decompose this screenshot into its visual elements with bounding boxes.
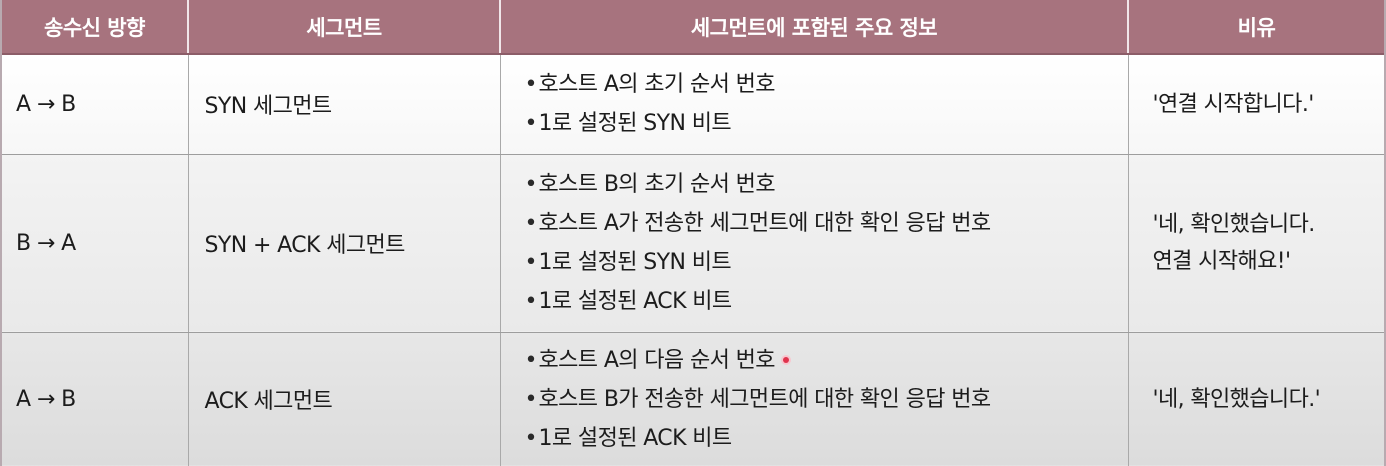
reason-cell: '연결 시작합니다.'	[1127, 54, 1384, 155]
info-text: 1로 설정된 ACK 비트	[538, 289, 733, 314]
info-item: •호스트 A의 초기 순서 번호	[525, 65, 1128, 104]
info-text: 호스트 A의 초기 순서 번호	[538, 72, 776, 98]
reason-line: '연결 시작합니다.'	[1152, 91, 1315, 117]
pointer-dot-icon	[780, 354, 791, 365]
segment-cell: SYN 세그먼트	[187, 54, 500, 155]
info-item: •호스트 A의 다음 순서 번호	[525, 341, 1128, 380]
table-row: A → B ACK 세그먼트 •호스트 A의 다음 순서 번호 •호스트 B가 …	[2, 332, 1384, 466]
bullet-icon: •	[524, 211, 538, 236]
table-row: A → B SYN 세그먼트 •호스트 A의 초기 순서 번호 •1로 설정된 …	[2, 54, 1384, 155]
table-row: B → A SYN + ACK 세그먼트 •호스트 B의 초기 순서 번호 •호…	[2, 154, 1384, 333]
info-list: •호스트 A의 초기 순서 번호 •1로 설정된 SYN 비트	[525, 65, 1128, 143]
table-body: A → B SYN 세그먼트 •호스트 A의 초기 순서 번호 •1로 설정된 …	[2, 54, 1384, 466]
reason-cell: '네, 확인했습니다. 연결 시작해요!'	[1127, 154, 1384, 333]
info-text: 호스트 A의 다음 순서 번호	[538, 347, 776, 373]
info-item: •1로 설정된 ACK 비트	[525, 419, 1128, 458]
info-text: 1로 설정된 SYN 비트	[538, 111, 732, 137]
header-direction: 송수신 방향	[2, 0, 188, 55]
header-segment: 세그먼트	[187, 0, 500, 55]
info-text: 호스트 A가 전송한 세그먼트에 대한 확인 응답 번호	[538, 211, 992, 236]
info-item: •1로 설정된 SYN 비트	[525, 243, 1128, 282]
reason-line: '네, 확인했습니다.	[1152, 212, 1316, 237]
bullet-icon: •	[524, 172, 538, 197]
info-item: •호스트 B의 초기 순서 번호	[525, 165, 1128, 204]
info-text: 1로 설정된 ACK 비트	[538, 425, 733, 451]
header-info: 세그먼트에 포함된 주요 정보	[499, 0, 1128, 55]
reason-line: '네, 확인했습니다.'	[1152, 386, 1321, 412]
info-item: •1로 설정된 ACK 비트	[525, 282, 1128, 321]
header-reason: 비유	[1127, 0, 1384, 55]
info-cell: •호스트 A의 초기 순서 번호 •1로 설정된 SYN 비트	[499, 54, 1128, 155]
bullet-icon: •	[524, 72, 538, 98]
info-item: •호스트 B가 전송한 세그먼트에 대한 확인 응답 번호	[525, 380, 1128, 419]
direction-cell: B → A	[2, 154, 188, 333]
info-list: •호스트 B의 초기 순서 번호 •호스트 A가 전송한 세그먼트에 대한 확인…	[525, 165, 1128, 321]
info-item: •호스트 A가 전송한 세그먼트에 대한 확인 응답 번호	[525, 204, 1128, 243]
reason-cell: '네, 확인했습니다.'	[1127, 332, 1384, 466]
info-cell: •호스트 A의 다음 순서 번호 •호스트 B가 전송한 세그먼트에 대한 확인…	[499, 332, 1128, 466]
info-list: •호스트 A의 다음 순서 번호 •호스트 B가 전송한 세그먼트에 대한 확인…	[525, 341, 1128, 458]
bullet-icon: •	[524, 289, 538, 314]
segment-cell: ACK 세그먼트	[187, 332, 500, 466]
table-header: 송수신 방향 세그먼트 세그먼트에 포함된 주요 정보 비유	[2, 0, 1384, 55]
info-text: 호스트 B가 전송한 세그먼트에 대한 확인 응답 번호	[538, 386, 992, 412]
direction-cell: A → B	[2, 332, 188, 466]
info-text: 호스트 B의 초기 순서 번호	[538, 172, 776, 197]
bullet-icon: •	[524, 250, 538, 275]
info-item: •1로 설정된 SYN 비트	[525, 104, 1128, 143]
bullet-icon: •	[524, 347, 538, 373]
direction-cell: A → B	[2, 54, 188, 155]
info-text: 1로 설정된 SYN 비트	[538, 250, 732, 275]
reason-line: 연결 시작해요!'	[1152, 249, 1292, 274]
segment-cell: SYN + ACK 세그먼트	[187, 154, 500, 333]
header-row: 송수신 방향 세그먼트 세그먼트에 포함된 주요 정보 비유	[2, 0, 1384, 55]
bullet-icon: •	[524, 425, 538, 451]
info-cell: •호스트 B의 초기 순서 번호 •호스트 A가 전송한 세그먼트에 대한 확인…	[499, 154, 1128, 333]
bullet-icon: •	[524, 111, 538, 137]
bullet-icon: •	[524, 386, 538, 412]
